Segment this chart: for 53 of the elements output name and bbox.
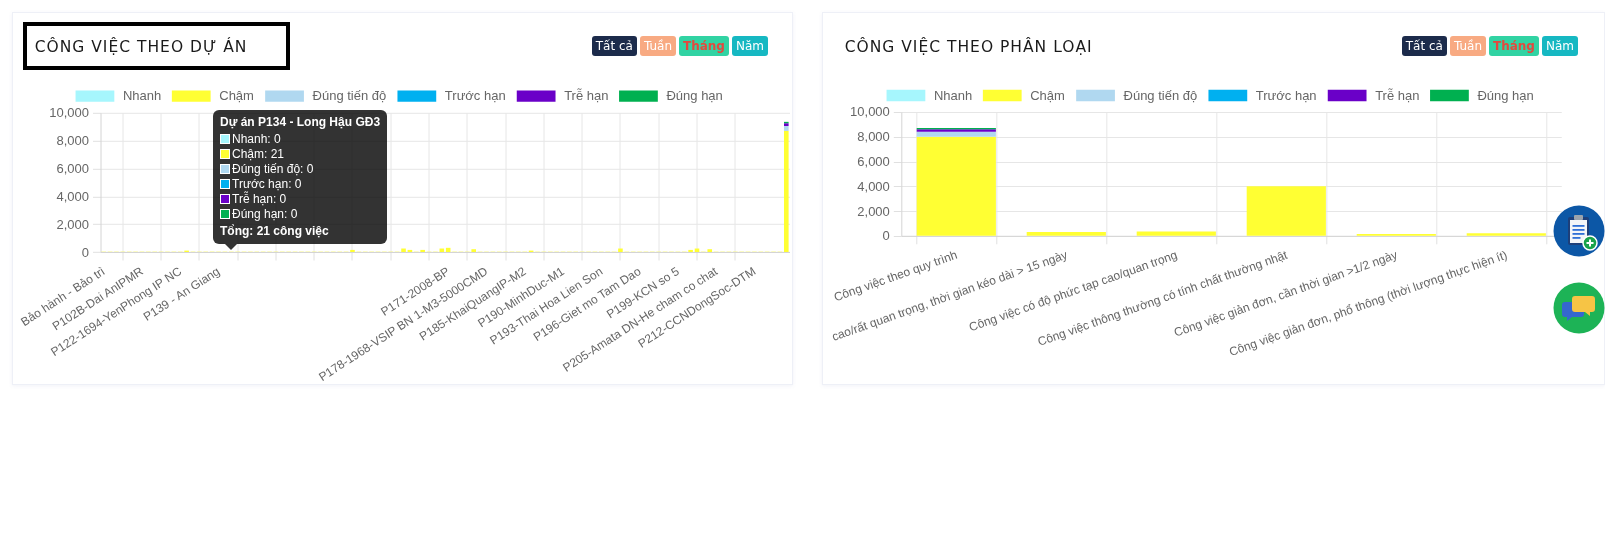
y-tick-label: 8,000 <box>857 129 890 145</box>
tooltip: Dự án P134 - Long Hậu GĐ3 Nhanh: 0 Chậm: 21 Đúng tiến độ: 0 Trước hạn: 0 Trễ hạn: 0 Đúng hạn: 0 Tổng: 21 công việc <box>213 109 388 250</box>
bar <box>401 248 406 252</box>
legend-label: Nhanh <box>933 87 973 103</box>
button[interactable]: Tất cả <box>591 35 637 56</box>
button[interactable]: Tuần <box>1449 35 1486 56</box>
button[interactable]: Năm <box>1541 35 1578 56</box>
bar <box>618 248 623 252</box>
y-tick-label: 10,000 <box>850 104 890 120</box>
clipboard-icon[interactable] <box>1553 205 1605 257</box>
legend-label: Trễ hạn <box>1375 87 1420 103</box>
bar <box>688 249 693 252</box>
bar <box>350 249 355 252</box>
y-tick-label: 0 <box>882 228 890 244</box>
y-tick-label: 0 <box>81 244 89 260</box>
legend-label: Trước hạn <box>1255 87 1317 103</box>
y-tick-label: 4,000 <box>857 178 890 194</box>
button[interactable]: Tháng <box>1489 35 1539 56</box>
bar <box>784 130 789 252</box>
y-tick-label: 4,000 <box>56 188 89 204</box>
bar <box>1466 233 1546 236</box>
bar <box>916 136 996 236</box>
button[interactable]: Năm <box>731 35 768 56</box>
legend-label: Đúng tiến độ <box>312 88 387 104</box>
y-tick-label: 2,000 <box>857 203 890 219</box>
bar <box>420 249 425 252</box>
legend-label: Chậm <box>1030 87 1065 103</box>
y-tick-label: 10,000 <box>49 105 89 121</box>
bar <box>471 249 477 252</box>
y-tick-label: 6,000 <box>56 160 89 176</box>
legend-label: Đúng hạn <box>666 88 723 104</box>
legend-label: Trước hạn <box>444 88 506 104</box>
bar <box>916 131 996 137</box>
legend-label: Nhanh <box>122 88 162 104</box>
legend-label: Trễ hạn <box>564 88 609 104</box>
bar <box>784 126 789 131</box>
annotation: Dự án P134 - Long Hậu GĐ3 Nhanh: 0 Chậm: 21 Đúng tiến độ: 0 Trước hạn: 0 Trễ hạn: 0 Đúng hạn: 0 Tổng: 21 công việc <box>220 114 381 239</box>
y-tick-label: 2,000 <box>56 216 89 232</box>
button[interactable]: Tháng <box>679 35 729 56</box>
bar <box>1246 186 1326 236</box>
button[interactable]: Tất cả <box>1401 35 1447 56</box>
legend-label: Chậm <box>219 88 254 104</box>
legend-label: Đúng hạn <box>1477 87 1534 103</box>
bar <box>707 249 713 252</box>
button[interactable]: Tuần <box>639 35 676 56</box>
y-tick-label: 8,000 <box>56 133 89 149</box>
y-tick-label: 6,000 <box>857 154 890 170</box>
chart-title: CÔNG VIỆC THEO DỰ ÁN <box>34 36 248 58</box>
bar <box>1026 232 1106 236</box>
legend-label: Đúng tiến độ <box>1123 87 1198 103</box>
chat-icon[interactable] <box>1553 282 1605 334</box>
chart-title: CÔNG VIỆC THEO PHÂN LOẠI <box>844 36 1093 58</box>
bar <box>1136 231 1216 236</box>
